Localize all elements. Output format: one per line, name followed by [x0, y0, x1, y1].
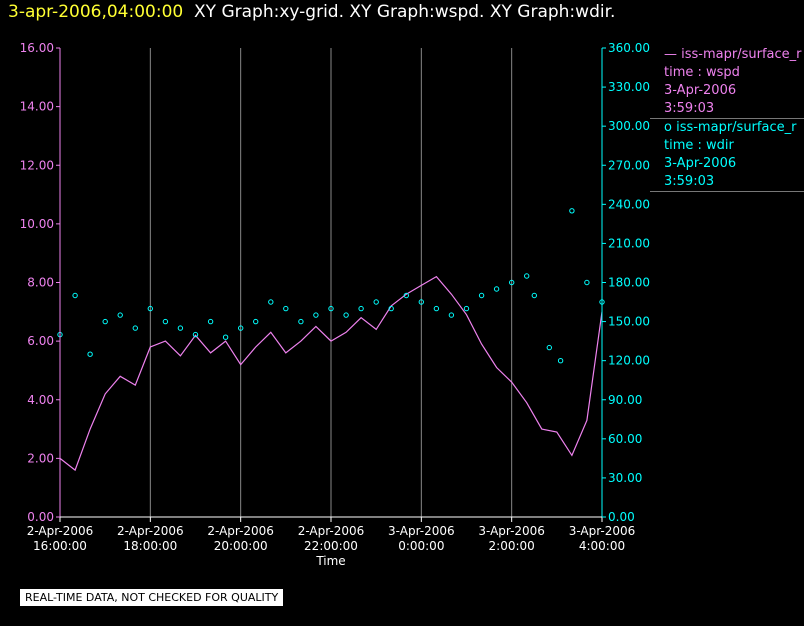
y-right-tick-label: 300.00 [608, 119, 650, 133]
x-axis-label: Time [315, 554, 345, 568]
x-tick-label: 3-Apr-2006 [478, 524, 545, 538]
x-tick-label: 18:00:00 [123, 539, 177, 553]
y-right-tick-label: 90.00 [608, 393, 642, 407]
wdir-point [358, 305, 364, 312]
wdir-point [283, 305, 289, 312]
x-tick-label: 0:00:00 [398, 539, 444, 553]
y-right-tick-label: 240.00 [608, 197, 650, 211]
legend-detail: 3-Apr-2006 [664, 83, 737, 98]
wdir-point [343, 312, 349, 318]
y-right-tick-label: 270.00 [608, 158, 650, 172]
y-left-tick-label: 14.00 [20, 100, 54, 114]
wdir-point [238, 325, 244, 331]
x-tick-label: 2-Apr-2006 [27, 524, 94, 538]
wdir-point [87, 351, 93, 357]
wspd-series-line [59, 275, 603, 472]
axes: 2-Apr-200616:00:002-Apr-200618:00:002-Ap… [20, 41, 650, 568]
legend-series-name: o iss-mapr/surface_r [664, 120, 797, 135]
x-tick-label: 2-Apr-2006 [117, 524, 184, 538]
y-left-tick-label: 10.00 [20, 217, 54, 231]
legend-detail: 3:59:03 [664, 174, 715, 189]
wdir-point [328, 305, 334, 312]
wdir-point [102, 318, 108, 325]
y-right-tick-label: 360.00 [608, 41, 650, 55]
y-right-tick-label: 0.00 [608, 510, 635, 524]
wdir-point [569, 208, 575, 214]
legend-detail: 3-Apr-2006 [664, 156, 737, 171]
y-right-tick-label: 120.00 [608, 354, 650, 368]
x-tick-label: 3-Apr-2006 [569, 524, 636, 538]
x-tick-label: 2-Apr-2006 [298, 524, 365, 538]
y-right-tick-label: 60.00 [608, 432, 642, 446]
y-left-tick-label: 0.00 [27, 510, 54, 524]
wdir-point [147, 305, 154, 312]
y-right-tick-label: 180.00 [608, 276, 650, 290]
y-right-tick-label: 150.00 [608, 315, 650, 329]
wdir-point [298, 318, 304, 325]
wdir-point [117, 312, 123, 318]
y-left-tick-label: 6.00 [27, 334, 54, 348]
wdir-point [313, 312, 319, 318]
wdir-point [493, 286, 500, 292]
wdir-point [222, 334, 229, 340]
vertical-gridlines [59, 48, 603, 517]
x-tick-label: 22:00:00 [304, 539, 358, 553]
x-tick-label: 3-Apr-2006 [388, 524, 455, 538]
x-tick-label: 16:00:00 [33, 539, 87, 553]
legend-series-name: — iss-mapr/surface_r [664, 47, 802, 62]
wdir-point [463, 305, 470, 312]
wdir-point [531, 292, 537, 299]
y-right-tick-label: 210.00 [608, 236, 650, 250]
x-tick-label: 4:00:00 [579, 539, 625, 553]
title-timestamp: 3-apr-2006,04:00:00 [8, 2, 184, 22]
wdir-point [509, 279, 515, 286]
y-left-tick-label: 4.00 [27, 393, 54, 407]
wdir-point [177, 325, 184, 331]
wdir-point [403, 292, 409, 299]
legend-detail: 3:59:03 [664, 101, 715, 116]
legend-detail: time : wspd [664, 65, 740, 80]
legend-detail: time : wdir [664, 138, 734, 153]
wdir-point [207, 318, 214, 325]
y-left-tick-label: 2.00 [27, 451, 54, 465]
wdir-point [72, 292, 78, 299]
legend-separator [650, 191, 804, 192]
wdir-point [418, 299, 424, 305]
wdir-point [388, 305, 394, 312]
wdir-point [524, 273, 530, 279]
wdir-point [253, 318, 259, 325]
wdir-point [433, 305, 440, 312]
y-right-tick-label: 330.00 [608, 80, 650, 94]
wdir-point [132, 325, 139, 331]
wdir-point [546, 344, 552, 351]
y-left-tick-label: 12.00 [20, 158, 54, 172]
x-tick-label: 2:00:00 [489, 539, 535, 553]
data-quality-notice: REAL-TIME DATA, NOT CHECKED FOR QUALITY [20, 589, 284, 606]
y-right-tick-label: 30.00 [608, 471, 642, 485]
x-tick-label: 2-Apr-2006 [207, 524, 274, 538]
wdir-point [268, 299, 274, 305]
wdir-point [373, 299, 379, 305]
y-left-tick-label: 16.00 [20, 41, 54, 55]
wdir-point [448, 312, 455, 318]
wdir-point [192, 331, 199, 338]
wdir-point [162, 318, 169, 325]
x-tick-label: 20:00:00 [214, 539, 268, 553]
chart-title: 3-apr-2006,04:00:00 XY Graph:xy-grid. XY… [8, 2, 615, 22]
wdir-point [584, 279, 590, 286]
title-text: XY Graph:xy-grid. XY Graph:wspd. XY Grap… [194, 2, 616, 22]
wdir-point [478, 292, 485, 299]
legend-separator [650, 118, 804, 119]
wdir-point [557, 358, 564, 364]
y-left-tick-label: 8.00 [27, 276, 54, 290]
